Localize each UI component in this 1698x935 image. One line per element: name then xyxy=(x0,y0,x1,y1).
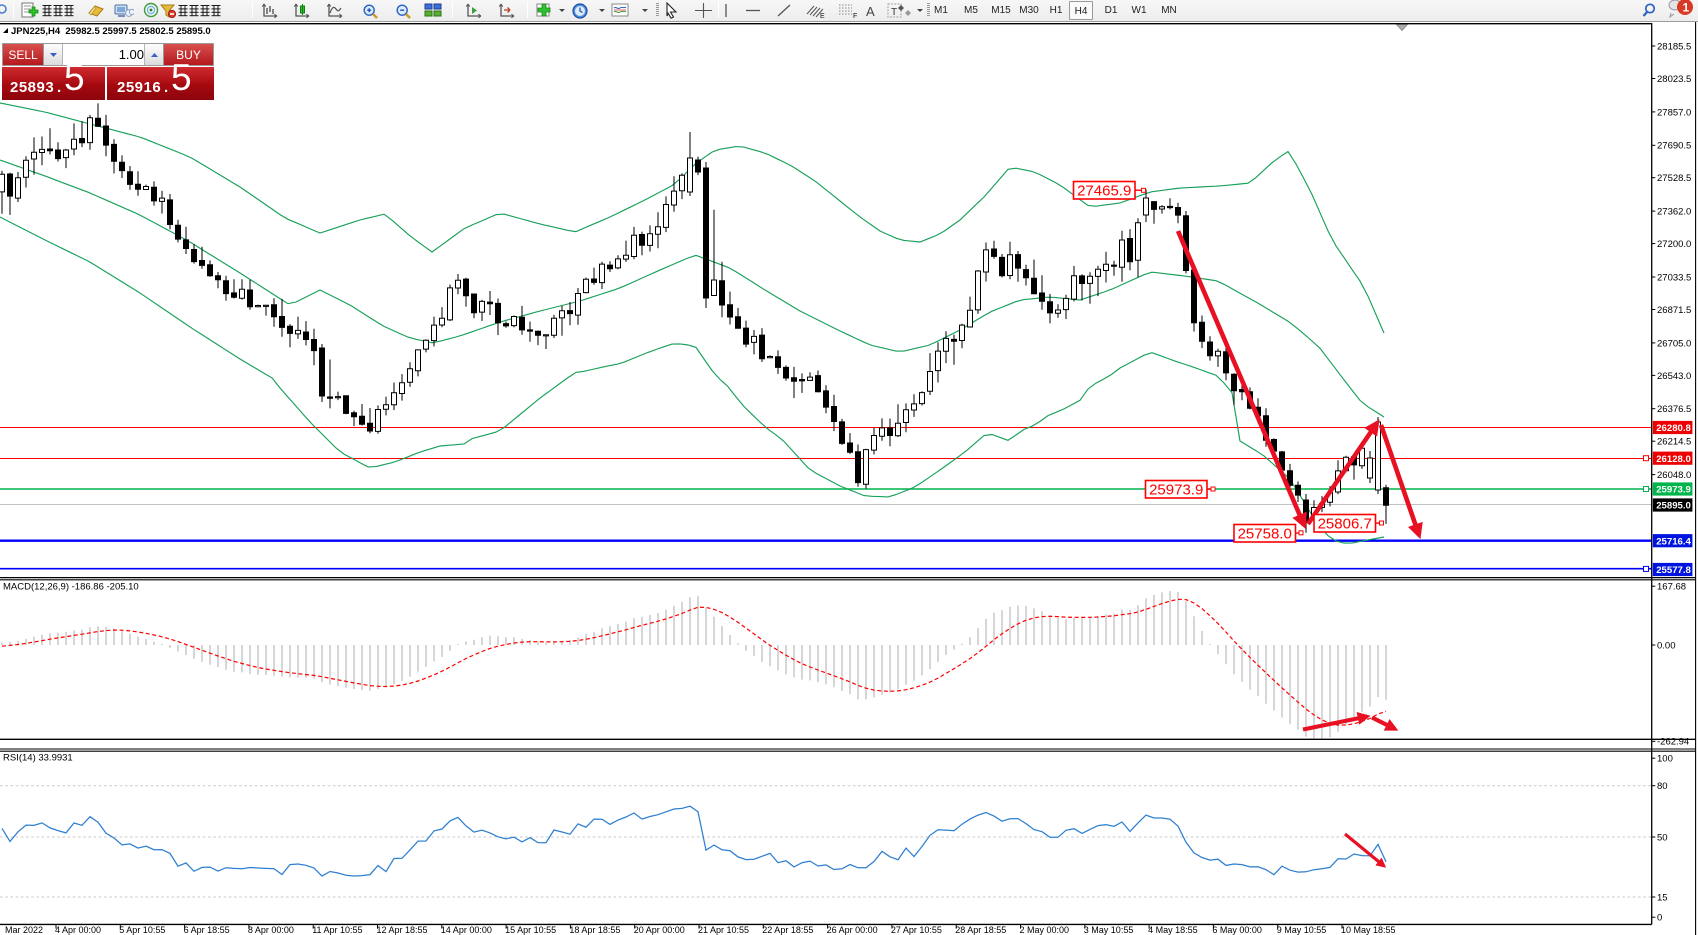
svg-text:27528.5: 27528.5 xyxy=(1657,173,1691,184)
svg-text:26 Apr 00:00: 26 Apr 00:00 xyxy=(827,925,878,935)
svg-text:28185.5: 28185.5 xyxy=(1657,41,1691,52)
svg-text:25806.7: 25806.7 xyxy=(1318,516,1372,533)
svg-text:25758.0: 25758.0 xyxy=(1238,526,1292,543)
svg-text:27 Apr 10:55: 27 Apr 10:55 xyxy=(891,925,942,935)
svg-text:100: 100 xyxy=(1657,754,1673,765)
svg-text:21 Apr 10:55: 21 Apr 10:55 xyxy=(698,925,749,935)
svg-text:25895.0: 25895.0 xyxy=(1656,501,1691,512)
svg-text:27690.5: 27690.5 xyxy=(1657,141,1691,152)
svg-text:28 Apr 18:55: 28 Apr 18:55 xyxy=(955,925,1006,935)
svg-text:167.68: 167.68 xyxy=(1657,582,1686,593)
svg-text:F: F xyxy=(853,13,857,19)
svg-text:15 Apr 10:55: 15 Apr 10:55 xyxy=(505,925,556,935)
svg-text:26543.0: 26543.0 xyxy=(1657,371,1691,382)
svg-text:50: 50 xyxy=(1657,832,1668,843)
svg-text:14 Apr 00:00: 14 Apr 00:00 xyxy=(441,925,492,935)
svg-text:25973.9: 25973.9 xyxy=(1149,482,1203,499)
svg-text:25973.9: 25973.9 xyxy=(1656,485,1691,496)
svg-text:27033.5: 27033.5 xyxy=(1657,272,1691,283)
svg-text:4 Apr 00:00: 4 Apr 00:00 xyxy=(55,925,101,935)
svg-text:27857.0: 27857.0 xyxy=(1657,107,1691,118)
svg-text:25716.4: 25716.4 xyxy=(1656,536,1691,547)
svg-text:27200.0: 27200.0 xyxy=(1657,239,1691,250)
svg-text:JPN225,H4 25982.5 25997.5 258: JPN225,H4 25982.5 25997.5 25802.5 25895.… xyxy=(11,26,211,37)
svg-text:5 Apr 10:55: 5 Apr 10:55 xyxy=(119,925,165,935)
svg-text:26871.5: 26871.5 xyxy=(1657,305,1691,316)
svg-text:0.00: 0.00 xyxy=(1657,640,1676,651)
svg-text:4 May 18:55: 4 May 18:55 xyxy=(1148,925,1198,935)
svg-text:10 May 18:55: 10 May 18:55 xyxy=(1341,925,1396,935)
svg-text:T: T xyxy=(891,7,897,18)
svg-text:12 Apr 18:55: 12 Apr 18:55 xyxy=(377,925,428,935)
svg-text:-262.94: -262.94 xyxy=(1657,737,1689,748)
svg-text:25577.8: 25577.8 xyxy=(1656,565,1691,576)
svg-text:28023.5: 28023.5 xyxy=(1657,74,1691,85)
svg-text:6 May 00:00: 6 May 00:00 xyxy=(1212,925,1262,935)
svg-text:6 Apr 18:55: 6 Apr 18:55 xyxy=(184,925,230,935)
svg-text:9 May 10:55: 9 May 10:55 xyxy=(1277,925,1327,935)
svg-text:0: 0 xyxy=(1657,913,1662,924)
svg-text:E: E xyxy=(820,13,825,19)
svg-text:80: 80 xyxy=(1657,781,1668,792)
svg-text:MACD(12,26,9) -186.86 -205.10: MACD(12,26,9) -186.86 -205.10 xyxy=(3,582,139,593)
svg-text:2 May 00:00: 2 May 00:00 xyxy=(1020,925,1070,935)
svg-text:Mar 2022: Mar 2022 xyxy=(5,925,43,935)
svg-text:26214.5: 26214.5 xyxy=(1657,437,1691,448)
svg-text:26705.0: 26705.0 xyxy=(1657,338,1691,349)
svg-text:20 Apr 00:00: 20 Apr 00:00 xyxy=(634,925,685,935)
svg-text:1: 1 xyxy=(1683,1,1690,15)
svg-text:26280.8: 26280.8 xyxy=(1656,423,1691,434)
svg-text:27362.0: 27362.0 xyxy=(1657,207,1691,218)
svg-text:15: 15 xyxy=(1657,892,1668,903)
svg-text:3 May 10:55: 3 May 10:55 xyxy=(1084,925,1134,935)
svg-text:11 Apr 10:55: 11 Apr 10:55 xyxy=(312,925,362,935)
svg-text:27465.9: 27465.9 xyxy=(1077,183,1131,200)
svg-text:26376.5: 26376.5 xyxy=(1657,404,1691,415)
svg-text:26128.0: 26128.0 xyxy=(1656,454,1691,465)
svg-text:RSI(14) 33.9931: RSI(14) 33.9931 xyxy=(3,753,73,764)
svg-text:A: A xyxy=(866,4,875,19)
svg-text:8 Apr 00:00: 8 Apr 00:00 xyxy=(248,925,294,935)
svg-text:18 Apr 18:55: 18 Apr 18:55 xyxy=(569,925,620,935)
svg-text:26048.0: 26048.0 xyxy=(1657,470,1691,481)
svg-text:22 Apr 18:55: 22 Apr 18:55 xyxy=(762,925,813,935)
